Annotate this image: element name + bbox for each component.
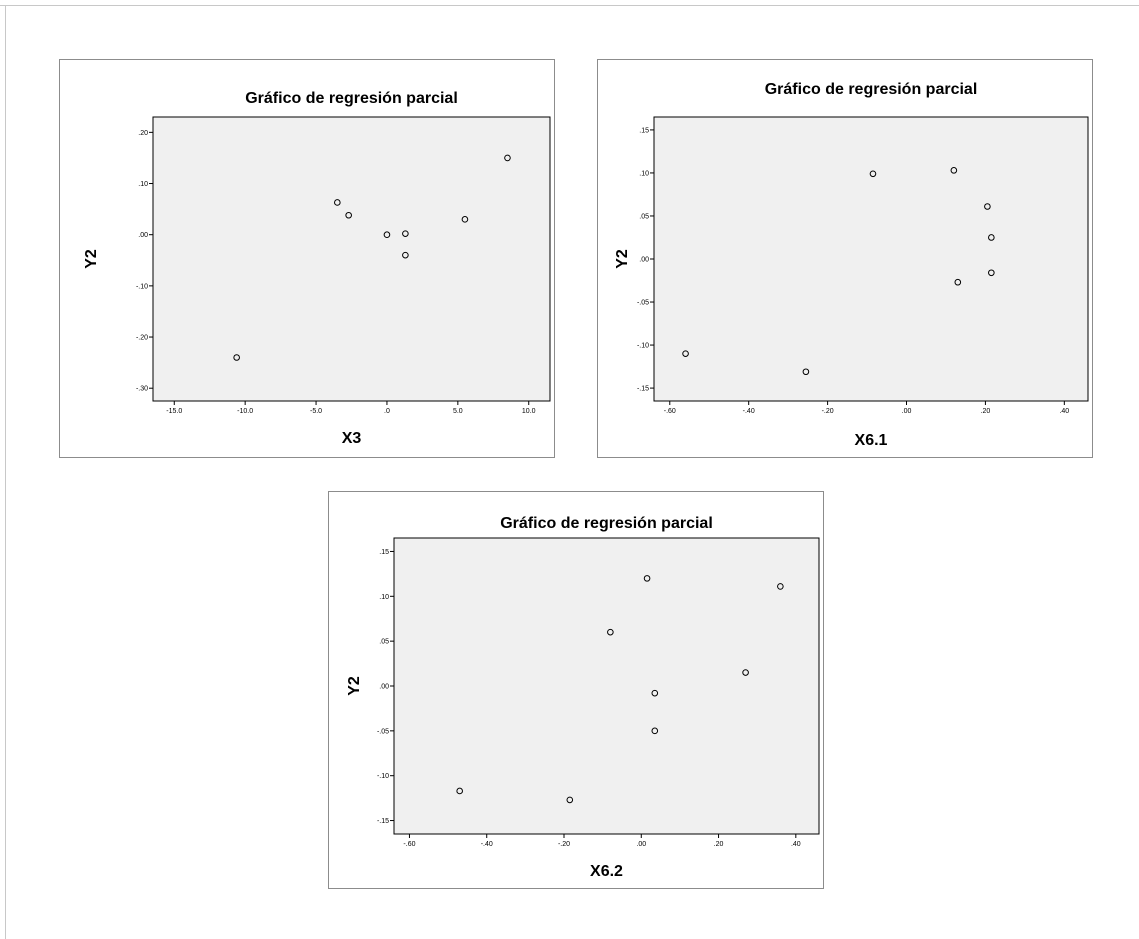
y-tick-label-x6-2: .05: [379, 639, 389, 646]
viewer-left-border: [5, 5, 6, 939]
data-point-x6-2[interactable]: [742, 669, 749, 676]
y-tick-label-x3: .10: [138, 181, 148, 188]
chart-panel-x6-2[interactable]: Gráfico de regresión parcial X6.2 Y2 -.60 -.…: [328, 491, 824, 889]
data-point-x6-1[interactable]: [950, 167, 958, 174]
y-tick-label-x6-2: -.05: [377, 728, 389, 735]
x-tick-label-x3: -15.0: [166, 408, 182, 415]
chart-panel-x3[interactable]: Gráfico de regresión parcial X3 Y2 -15.0 -10…: [59, 59, 555, 458]
x-tick-label-x6-2: -.60: [403, 841, 415, 848]
y-tick-label-x3: -.20: [136, 335, 148, 342]
x-tick-label-x6-1: .40: [1059, 408, 1069, 415]
data-point-x6-2[interactable]: [651, 689, 659, 697]
x-axis-label-x6-1: X6.1: [855, 432, 888, 449]
plot-area-x3: [152, 116, 551, 402]
y-tick-label-x6-2: -.15: [377, 818, 389, 825]
x-axis-label-x6-2: X6.2: [590, 863, 623, 880]
data-point-x6-2[interactable]: [456, 787, 463, 795]
y-tick-label-x3: .00: [138, 232, 148, 239]
data-point-x3[interactable]: [402, 251, 409, 259]
chart-svg-x3: Gráfico de regresión parcial X3 Y2 -15.0 -10…: [83, 90, 551, 447]
y-axis-label-x6-2: Y2: [346, 676, 363, 696]
data-point-x3[interactable]: [233, 354, 240, 361]
x-tick-label-x6-1: -.40: [743, 408, 755, 415]
y-tick-label-x6-2: -.10: [377, 773, 389, 780]
y-tick-label-x3: -.30: [136, 386, 148, 393]
data-point-x6-1[interactable]: [988, 234, 995, 241]
data-point-x6-1[interactable]: [988, 269, 995, 277]
y-tick-label-x6-2: .15: [379, 549, 389, 556]
x-tick-label-x6-2: -.40: [481, 841, 493, 848]
y-tick-label-x6-2: .00: [379, 684, 389, 691]
data-point-x3[interactable]: [504, 154, 511, 162]
data-point-x3[interactable]: [383, 231, 391, 238]
plot-area-x6-1: [653, 116, 1089, 402]
chart-title-x6-1: Gráfico de regresión parcial: [765, 81, 978, 98]
data-point-x6-2[interactable]: [607, 628, 614, 636]
x-tick-label-x6-2: .00: [636, 841, 646, 848]
chart-svg-x6-1: Gráfico de regresión parcial X6.1 Y2 -.60 -.…: [614, 81, 1089, 449]
y-tick-label-x3: -.10: [136, 283, 148, 290]
chart-title-x3: Gráfico de regresión parcial: [245, 90, 458, 107]
data-point-x6-1[interactable]: [984, 203, 991, 210]
x-tick-label-x3: .0: [384, 408, 390, 415]
data-point-x6-2[interactable]: [643, 575, 651, 582]
x-axis-label-x3: X3: [342, 430, 362, 447]
data-point-x6-2[interactable]: [651, 727, 659, 735]
x-tick-label-x6-2: .40: [791, 841, 801, 848]
y-tick-label-x6-1: -.10: [637, 343, 649, 350]
y-axis-label-x6-1: Y2: [614, 249, 631, 269]
y-tick-label-x6-1: -.15: [637, 386, 649, 393]
x-tick-label-x6-1: -.60: [664, 408, 676, 415]
x-tick-label-x6-1: -.20: [822, 408, 834, 415]
x-tick-label-x3: 5.0: [453, 408, 463, 415]
data-point-x6-2[interactable]: [566, 796, 574, 804]
plot-area-x6-2: [393, 537, 820, 835]
data-point-x3[interactable]: [402, 230, 409, 237]
data-point-x6-1[interactable]: [802, 368, 810, 376]
x-tick-label-x6-1: .00: [902, 408, 912, 415]
data-point-x3[interactable]: [461, 216, 469, 223]
y-tick-label-x6-1: .10: [639, 170, 649, 177]
x-tick-label-x3: -10.0: [237, 408, 253, 415]
y-axis-label-x3: Y2: [83, 249, 100, 269]
data-point-x6-1[interactable]: [682, 350, 689, 357]
y-tick-label-x3: .20: [138, 130, 148, 137]
y-tick-label-x6-2: .10: [379, 594, 389, 601]
x-tick-label-x6-2: -.20: [558, 841, 570, 848]
y-tick-label-x6-1: .00: [639, 257, 649, 264]
y-tick-label-x6-1: .05: [639, 213, 649, 220]
x-tick-label-x6-2: .20: [714, 841, 724, 848]
data-point-x3[interactable]: [345, 211, 352, 219]
x-tick-label-x3: -5.0: [310, 408, 322, 415]
chart-svg-x6-2: Gráfico de regresión parcial X6.2 Y2 -.60 -.…: [346, 515, 820, 880]
viewer-top-border: [0, 5, 1139, 6]
data-point-x6-1[interactable]: [869, 170, 877, 178]
x-tick-label-x3: 10.0: [522, 408, 536, 415]
data-point-x6-1[interactable]: [954, 278, 962, 286]
chart-panel-x6-1[interactable]: Gráfico de regresión parcial X6.1 Y2 -.60 -.…: [597, 59, 1093, 458]
y-tick-label-x6-1: .15: [639, 127, 649, 134]
data-point-x3[interactable]: [334, 199, 341, 206]
data-point-x6-2[interactable]: [777, 583, 784, 590]
x-tick-label-x6-1: .20: [981, 408, 991, 415]
y-tick-label-x6-1: -.05: [637, 300, 649, 307]
chart-title-x6-2: Gráfico de regresión parcial: [500, 515, 713, 532]
